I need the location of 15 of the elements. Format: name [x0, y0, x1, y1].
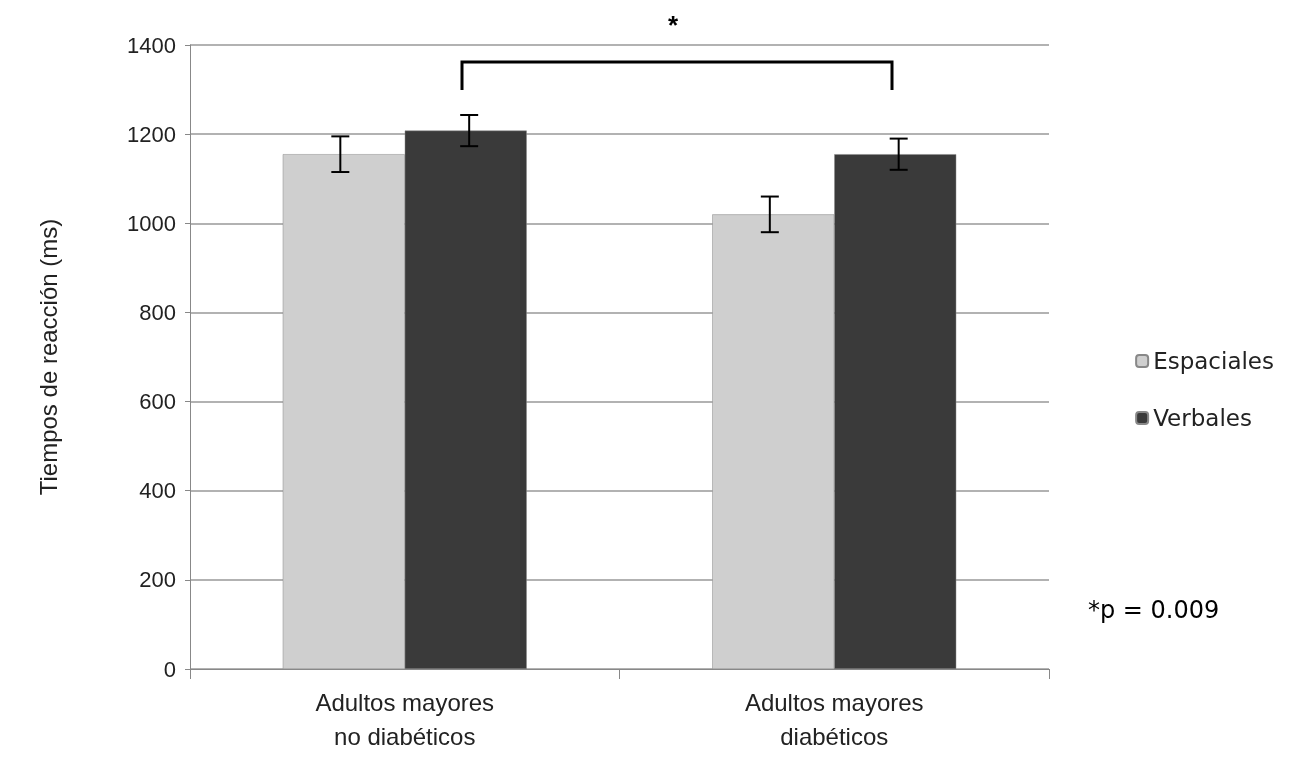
y-tick-label: 1200 — [127, 121, 176, 147]
text: *p = 0.009 — [1088, 596, 1220, 624]
y-tick-label: 0 — [163, 656, 176, 682]
y-tick-label: 1000 — [127, 210, 176, 236]
y-tick-label: 200 — [139, 567, 176, 593]
y-tick-label: 400 — [139, 478, 176, 504]
legend-label: Verbales — [1153, 405, 1252, 431]
y-axis-title: Tiempos de reacción (ms) — [34, 218, 62, 496]
y-tick-label: 1400 — [127, 32, 176, 58]
y-tick-label: 600 — [139, 389, 176, 415]
x-tick-label: Adultos mayores no diabéticos — [315, 688, 495, 750]
x-tick-label: Adultos mayores diabéticos — [744, 688, 924, 750]
legend-label: Espaciales — [1153, 348, 1275, 374]
text: * — [668, 10, 679, 40]
y-tick-label: 800 — [139, 299, 176, 325]
